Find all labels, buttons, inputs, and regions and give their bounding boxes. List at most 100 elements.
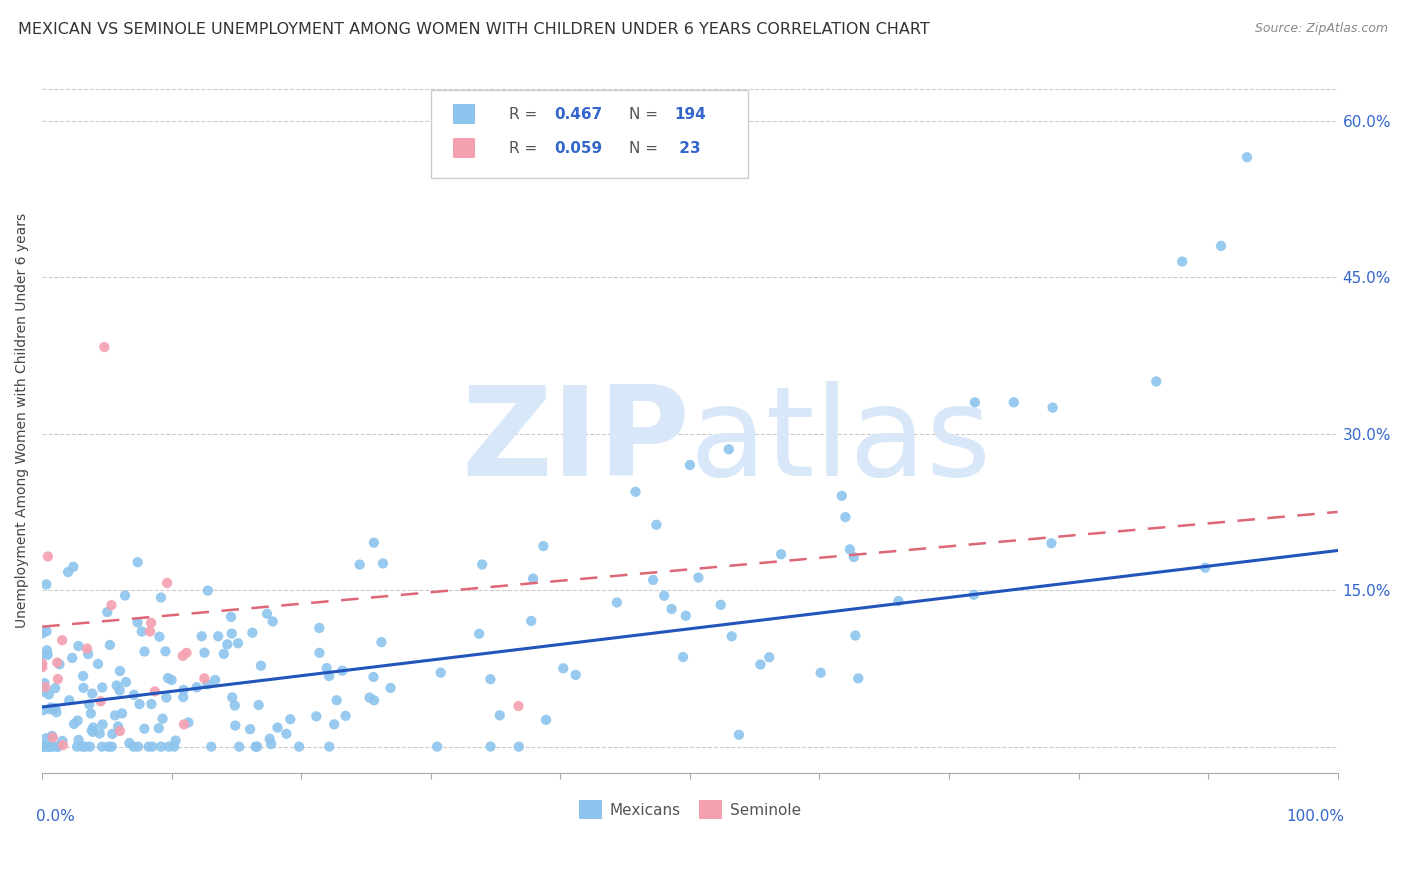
Text: 194: 194 (675, 107, 706, 122)
Point (1209, 239, 1232, 253)
Point (97, 739, 120, 754)
Point (38, 739, 60, 754)
Point (834, 510, 856, 524)
Point (672, 650, 695, 665)
Point (1236, 150, 1258, 164)
Text: 23: 23 (675, 141, 702, 155)
Point (176, 646, 198, 660)
Point (219, 610, 242, 624)
Point (160, 673, 183, 687)
Point (200, 739, 222, 754)
Point (101, 727, 124, 741)
Point (318, 669, 340, 683)
Point (770, 547, 793, 561)
Point (256, 607, 278, 621)
Text: 0.467: 0.467 (554, 107, 602, 122)
Point (108, 664, 131, 678)
Point (260, 737, 283, 751)
Point (60, 651, 83, 665)
Point (363, 670, 385, 684)
Point (37, 549, 59, 564)
Point (122, 739, 145, 754)
Point (221, 690, 243, 705)
Point (157, 671, 180, 685)
Point (553, 661, 575, 675)
Point (31, 626, 53, 640)
Point (148, 721, 170, 735)
Point (128, 697, 150, 711)
Point (42, 739, 65, 754)
Point (488, 708, 510, 723)
Point (242, 625, 264, 640)
Point (35, 624, 58, 639)
Point (177, 715, 200, 730)
Point (688, 570, 710, 584)
Point (1194, 560, 1216, 574)
Point (77, 698, 100, 712)
Text: 0.059: 0.059 (554, 141, 602, 155)
Text: Source: ZipAtlas.com: Source: ZipAtlas.com (1254, 22, 1388, 36)
Point (91, 739, 114, 754)
Point (38, 739, 60, 754)
FancyBboxPatch shape (453, 104, 475, 124)
Point (710, 598, 733, 612)
Point (100, 598, 122, 612)
Point (56, 565, 79, 579)
Point (35, 731, 58, 746)
Point (471, 558, 494, 572)
Point (111, 706, 134, 721)
Point (39, 700, 62, 714)
Point (332, 664, 354, 678)
Point (44, 701, 66, 715)
FancyBboxPatch shape (430, 90, 748, 178)
Point (118, 736, 141, 750)
Point (335, 708, 357, 723)
Point (810, 665, 832, 680)
Point (51, 734, 73, 748)
Point (318, 739, 340, 754)
Point (93, 340, 115, 354)
Point (207, 629, 229, 643)
Point (46, 656, 69, 670)
Point (46, 739, 69, 754)
Point (127, 615, 149, 630)
Point (1002, 395, 1025, 409)
Point (371, 557, 394, 571)
Point (152, 712, 174, 726)
Point (643, 573, 665, 587)
Point (100, 739, 122, 754)
Text: N =: N = (628, 107, 662, 122)
Point (308, 646, 330, 660)
Point (370, 635, 392, 649)
Point (226, 636, 249, 650)
Point (204, 673, 226, 687)
Point (963, 588, 986, 602)
Point (165, 733, 187, 747)
Point (1040, 536, 1063, 550)
Point (127, 555, 149, 569)
Point (193, 671, 215, 685)
Point (39, 739, 62, 754)
Point (32, 739, 55, 754)
Point (44, 681, 66, 695)
Point (266, 721, 288, 735)
Point (359, 690, 381, 705)
Point (38, 688, 60, 702)
Point (323, 717, 346, 731)
Point (728, 728, 751, 742)
Point (308, 621, 330, 635)
Point (114, 589, 136, 603)
Point (107, 719, 129, 733)
Point (31, 660, 53, 674)
Point (380, 681, 402, 695)
Point (186, 681, 208, 695)
Point (115, 675, 138, 690)
Point (172, 648, 194, 663)
Point (520, 614, 543, 628)
Point (46, 739, 69, 754)
Point (363, 693, 385, 707)
Point (34, 680, 56, 694)
Point (108, 724, 131, 739)
Point (224, 718, 246, 732)
Point (846, 672, 869, 686)
